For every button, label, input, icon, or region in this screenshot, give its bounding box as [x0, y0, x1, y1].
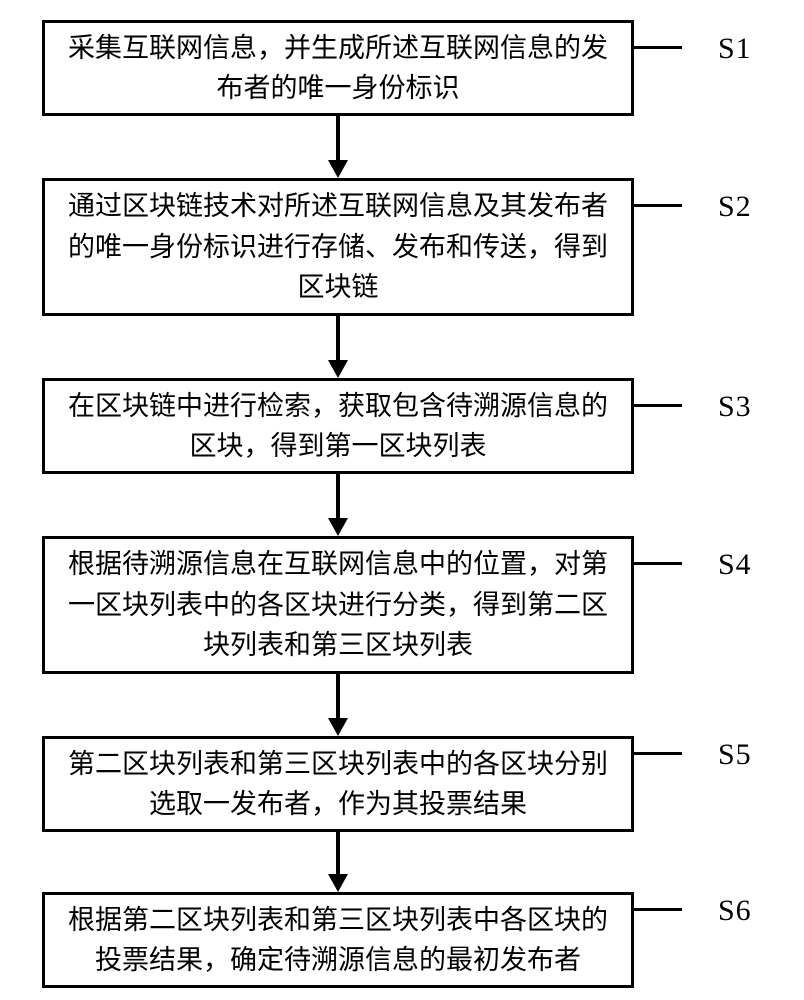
step-s4-text: 根据待溯源信息在互联网信息中的位置，对第一区块列表中的各区块进行分类，得到第二区…	[57, 544, 619, 666]
step-s3-text: 在区块链中进行检索，获取包含待溯源信息的区块，得到第一区块列表	[57, 386, 619, 467]
step-s2-box: 通过区块链技术对所述互联网信息及其发布者的唯一身份标识进行存储、发布和传送，得到…	[42, 178, 634, 316]
step-s2-connector	[634, 204, 682, 207]
step-s1-connector	[634, 46, 682, 49]
arrow-s2-s3-line	[336, 316, 340, 360]
arrow-s2-s3-head	[328, 360, 348, 378]
step-s1-box: 采集互联网信息，并生成所述互联网信息的发布者的唯一身份标识	[42, 20, 634, 116]
arrow-s1-s2-line	[336, 116, 340, 160]
step-s4-label: S4	[718, 548, 752, 582]
step-s5-connector	[634, 752, 682, 755]
step-s2-text: 通过区块链技术对所述互联网信息及其发布者的唯一身份标识进行存储、发布和传送，得到…	[57, 186, 619, 308]
step-s5-box: 第二区块列表和第三区块列表中的各区块分别选取一发布者，作为其投票结果	[42, 736, 634, 832]
step-s6-text: 根据第二区块列表和第三区块列表中各区块的投票结果，确定待溯源信息的最初发布者	[57, 900, 619, 981]
step-s6-box: 根据第二区块列表和第三区块列表中各区块的投票结果，确定待溯源信息的最初发布者	[42, 892, 634, 988]
step-s4-connector	[634, 562, 682, 565]
step-s3-label: S3	[718, 390, 752, 424]
step-s5-text: 第二区块列表和第三区块列表中的各区块分别选取一发布者，作为其投票结果	[57, 744, 619, 825]
arrow-s4-s5-head	[328, 718, 348, 736]
step-s5-label: S5	[718, 738, 752, 772]
step-s2-label: S2	[718, 190, 752, 224]
step-s6-connector	[634, 908, 682, 911]
arrow-s3-s4-head	[328, 518, 348, 536]
arrow-s1-s2-head	[328, 160, 348, 178]
arrow-s3-s4-line	[336, 474, 340, 518]
step-s3-connector	[634, 404, 682, 407]
step-s4-box: 根据待溯源信息在互联网信息中的位置，对第一区块列表中的各区块进行分类，得到第二区…	[42, 536, 634, 674]
arrow-s5-s6-head	[328, 874, 348, 892]
arrow-s4-s5-line	[336, 674, 340, 718]
step-s1-text: 采集互联网信息，并生成所述互联网信息的发布者的唯一身份标识	[57, 28, 619, 109]
step-s3-box: 在区块链中进行检索，获取包含待溯源信息的区块，得到第一区块列表	[42, 378, 634, 474]
step-s6-label: S6	[718, 894, 752, 928]
step-s1-label: S1	[718, 32, 752, 66]
arrow-s5-s6-line	[336, 832, 340, 874]
flowchart-canvas: 采集互联网信息，并生成所述互联网信息的发布者的唯一身份标识 S1 通过区块链技术…	[0, 0, 804, 1000]
